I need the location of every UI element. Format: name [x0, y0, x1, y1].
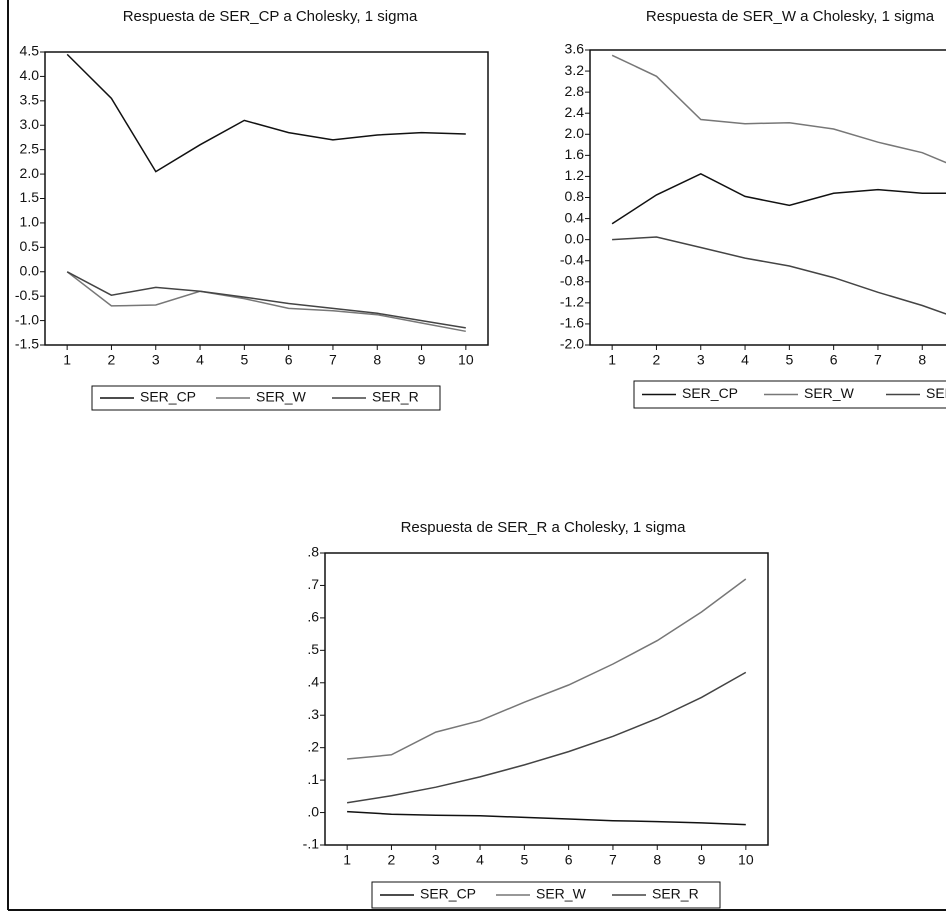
legend-label: SER_W	[256, 389, 307, 405]
y-tick-label: 1.6	[565, 146, 585, 162]
x-tick-label: 10	[458, 352, 474, 368]
y-tick-label: 1.5	[20, 189, 40, 205]
legend-box	[633, 380, 946, 409]
x-tick-label: 4	[476, 852, 484, 868]
x-tick-label: 6	[285, 352, 293, 368]
y-tick-label: .2	[307, 738, 319, 754]
x-tick-label: 3	[697, 352, 705, 368]
x-tick-label: 7	[609, 852, 617, 868]
y-tick-label: .4	[307, 673, 319, 689]
y-tick-label: 2.4	[565, 104, 585, 120]
y-tick-label: -0.8	[560, 272, 584, 288]
y-tick-label: -1.2	[560, 294, 584, 310]
series-line	[347, 578, 747, 760]
x-tick-label: 5	[520, 852, 528, 868]
y-tick-label: 2.8	[565, 83, 585, 99]
x-tick-label: 1	[608, 352, 616, 368]
y-tick-label: -2.0	[560, 336, 584, 352]
y-tick-label: 2.5	[20, 140, 40, 156]
y-tick-label: 2.0	[565, 125, 585, 141]
series-line	[66, 271, 466, 329]
y-tick-label: -.1	[303, 836, 320, 852]
legend-label: SER_W	[804, 385, 855, 401]
x-tick-label: 6	[830, 352, 838, 368]
x-tick-label: 6	[565, 852, 573, 868]
y-tick-label: 0.5	[20, 238, 40, 254]
y-tick-label: .3	[307, 706, 319, 722]
x-tick-label: 8	[373, 352, 381, 368]
y-tick-label: 1.0	[20, 214, 40, 230]
chart-title: Respuesta de SER_CP a Cholesky, 1 sigma	[123, 8, 418, 25]
x-tick-label: 2	[108, 352, 116, 368]
series-line	[611, 54, 946, 164]
x-tick-label: 2	[388, 852, 396, 868]
x-tick-label: 3	[152, 352, 160, 368]
y-tick-label: .8	[307, 544, 319, 560]
x-tick-label: 7	[329, 352, 337, 368]
x-tick-label: 1	[63, 352, 71, 368]
y-tick-label: -1.5	[15, 336, 39, 352]
x-tick-label: 4	[196, 352, 204, 368]
series-line	[612, 236, 946, 315]
x-tick-label: 3	[432, 852, 440, 868]
y-tick-label: 1.2	[565, 167, 585, 183]
x-tick-label: 2	[653, 352, 661, 368]
y-tick-label: 0.4	[565, 209, 585, 225]
y-tick-label: 3.0	[20, 116, 40, 132]
legend-label: SER_CP	[682, 385, 738, 401]
legend-label: SER_CP	[140, 389, 196, 405]
x-tick-label: 9	[698, 852, 706, 868]
chart-title: Respuesta de SER_R a Cholesky, 1 sigma	[401, 519, 687, 536]
plot-frame	[324, 552, 769, 846]
series-line	[347, 810, 746, 826]
y-tick-label: .1	[307, 771, 319, 787]
y-tick-label: .6	[307, 609, 319, 625]
plot-frame	[589, 49, 946, 346]
x-tick-label: 7	[874, 352, 882, 368]
y-tick-label: 0.0	[565, 230, 585, 246]
y-tick-label: -1.6	[560, 315, 584, 331]
x-tick-label: 10	[738, 852, 754, 868]
legend-label: SER_R	[926, 385, 946, 401]
legend-box	[371, 881, 721, 909]
legend-label: SER_CP	[420, 886, 476, 902]
y-tick-label: 0.0	[20, 262, 40, 278]
x-tick-label: 1	[343, 852, 351, 868]
chart-title: Respuesta de SER_W a Cholesky, 1 sigma	[646, 8, 935, 25]
x-tick-label: 5	[240, 352, 248, 368]
y-tick-label: .0	[307, 803, 319, 819]
y-tick-label: 3.5	[20, 92, 40, 108]
series-line	[611, 172, 946, 225]
y-tick-label: 0.8	[565, 188, 585, 204]
y-tick-label: 4.0	[20, 67, 40, 83]
x-tick-label: 9	[418, 352, 426, 368]
x-tick-label: 4	[741, 352, 749, 368]
y-tick-label: 3.2	[565, 62, 585, 78]
y-tick-label: -0.4	[560, 251, 584, 267]
y-tick-label: .7	[307, 576, 319, 592]
legend-label: SER_W	[536, 886, 587, 902]
series-line	[66, 271, 466, 333]
y-tick-label: -1.0	[15, 311, 39, 327]
legend-box	[91, 385, 441, 411]
series-line	[346, 671, 747, 804]
y-tick-label: 3.6	[565, 41, 585, 57]
x-tick-label: 5	[785, 352, 793, 368]
y-tick-label: -0.5	[15, 287, 39, 303]
x-tick-label: 8	[653, 852, 661, 868]
series-line	[66, 53, 466, 173]
y-tick-label: 2.0	[20, 165, 40, 181]
legend-label: SER_R	[372, 389, 419, 405]
y-tick-label: 4.5	[20, 43, 40, 59]
y-tick-label: .5	[307, 641, 319, 657]
x-tick-label: 8	[918, 352, 926, 368]
legend-label: SER_R	[652, 886, 699, 902]
